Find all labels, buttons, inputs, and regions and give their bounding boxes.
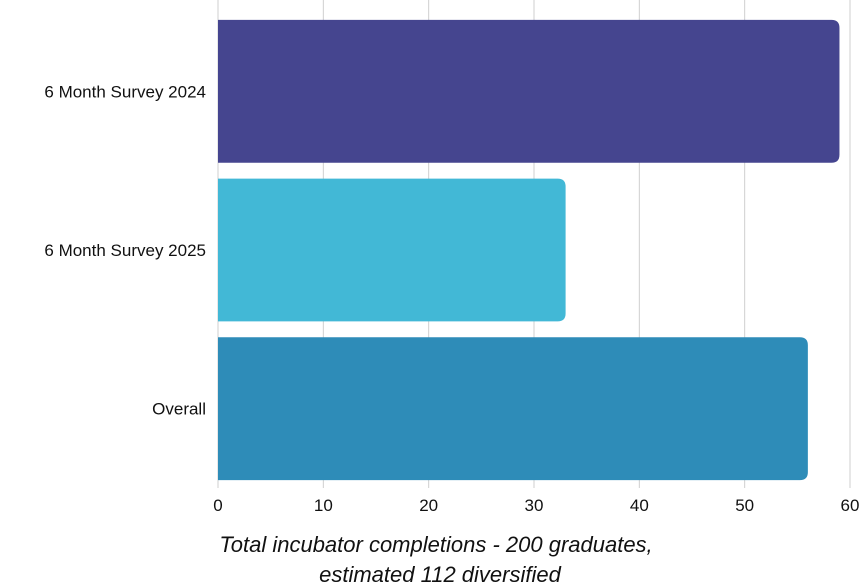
x-tick-labels: 0 10 20 30 40 50 60 xyxy=(213,496,859,515)
x-tick-label: 50 xyxy=(735,496,754,515)
x-tick-label: 30 xyxy=(525,496,544,515)
category-label: Overall xyxy=(152,400,206,419)
bar xyxy=(218,178,566,322)
x-tick-label: 10 xyxy=(314,496,333,515)
bars xyxy=(218,19,840,481)
x-tick-label: 60 xyxy=(841,496,860,515)
x-axis-label-line-1: Total incubator completions - 200 gradua… xyxy=(219,532,652,557)
x-tick-label: 0 xyxy=(213,496,222,515)
category-labels: 6 Month Survey 2024 6 Month Survey 2025 Ov… xyxy=(44,82,206,418)
x-tick-label: 40 xyxy=(630,496,649,515)
bar xyxy=(218,337,808,481)
bar xyxy=(218,19,840,163)
category-label: 6 Month Survey 2025 xyxy=(44,241,206,260)
x-tick-label: 20 xyxy=(419,496,438,515)
category-label: 6 Month Survey 2024 xyxy=(44,82,206,101)
x-axis-label-line-2: estimated 112 diversified xyxy=(319,562,561,585)
